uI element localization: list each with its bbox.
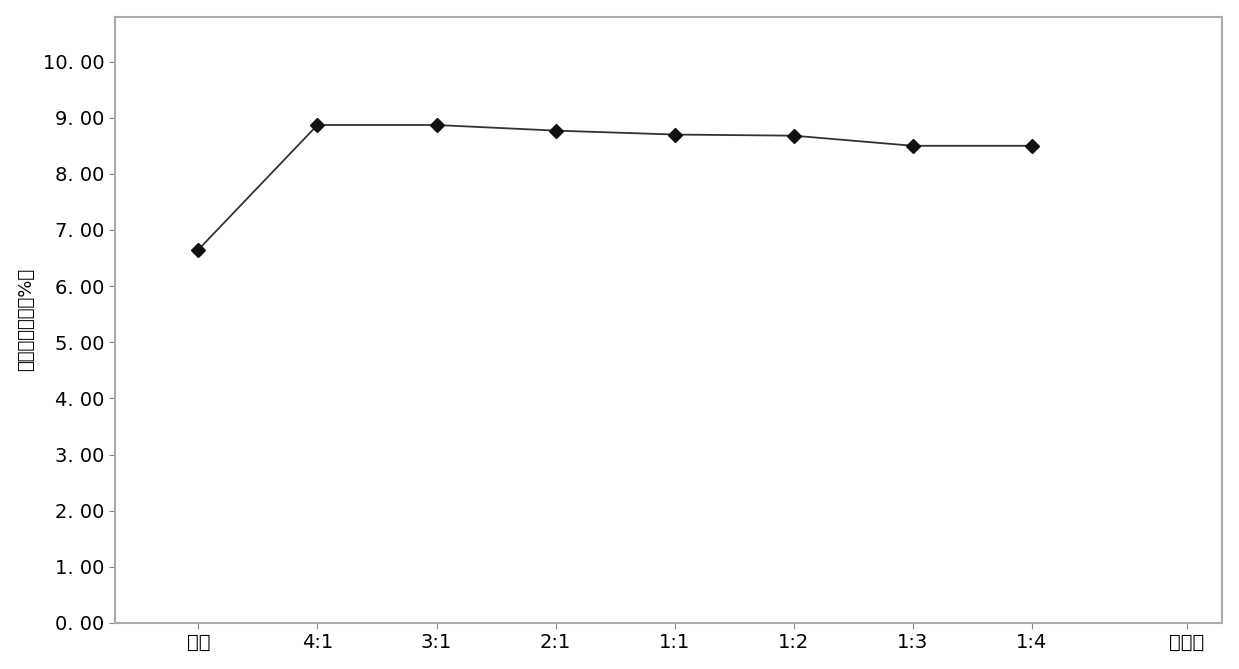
Y-axis label: 粗蛋白质含量（%）: 粗蛋白质含量（%） <box>16 268 35 371</box>
